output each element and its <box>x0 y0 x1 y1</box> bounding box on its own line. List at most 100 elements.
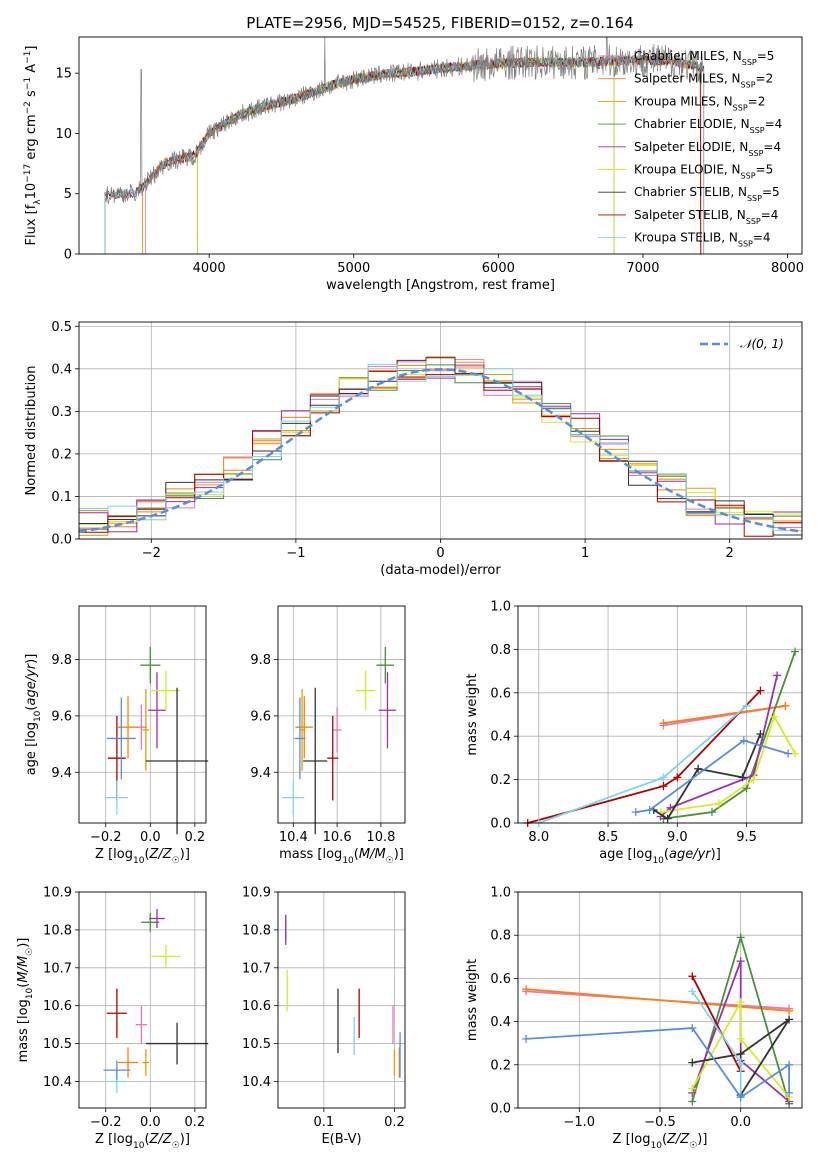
age_vs_Z-x-axis-label: Z [log10(Z/Z☉)] <box>95 847 190 866</box>
legend-label: Chabrier MILES, N <box>634 49 742 63</box>
residuals-y-axis-label: Normed distribution <box>24 366 39 496</box>
legend-label: Salpeter MILES, N <box>634 72 741 86</box>
mass-weight-marker <box>785 1015 794 1024</box>
label-part: 10 <box>133 856 145 866</box>
y-tick-label: 0.2 <box>490 773 511 788</box>
residuals-axes: −2 −1 0 1 2 0.0 0.1 0.2 0.3 0.4 0.5 <box>51 320 802 561</box>
x-tick-label: 0.1 <box>314 1115 335 1130</box>
y-tick-label: 1.0 <box>490 886 511 901</box>
label-part: 10 <box>652 856 664 866</box>
histogram-step <box>79 363 802 532</box>
mass-weight-marker <box>659 719 668 728</box>
age_vs_mass-errorbars <box>282 646 397 835</box>
label-part: −1 <box>23 51 33 64</box>
y-tick-label: 0.4 <box>490 730 511 745</box>
legend-sub: SSP <box>747 194 762 203</box>
mass-weight-marker <box>739 736 748 745</box>
y-tick-label: 0.8 <box>490 643 511 658</box>
label-part: Z [log <box>95 1132 133 1147</box>
label-part: mass weight <box>465 959 480 1041</box>
legend-entry: Chabrier STELIB, NSSP=5 <box>634 185 780 203</box>
y-tick-label: 9.6 <box>250 709 271 724</box>
residuals-x-axis-label: (data-model)/error <box>380 563 501 578</box>
legend-label: Chabrier ELODIE, N <box>634 117 750 131</box>
legend-sub: SSP <box>738 239 753 248</box>
mass-weight-marker <box>773 671 782 680</box>
age_vs_mass-axes: 10.4 10.6 10.8 9.4 9.6 9.8 <box>250 606 405 845</box>
legend-sub: SSP <box>741 171 756 180</box>
x-tick-label: 9.5 <box>736 830 757 845</box>
label-part: ☉ <box>172 856 180 866</box>
y-tick-label: 0.0 <box>51 533 72 548</box>
mass-weight-marker <box>791 749 800 758</box>
mass-weight-line <box>538 705 748 824</box>
mass-weight-marker <box>736 933 745 942</box>
label-part: )] <box>24 654 39 664</box>
y-tick-label: 9.4 <box>51 766 72 781</box>
mass-weight-line <box>663 704 786 725</box>
label-part: E(B-V) <box>321 1132 361 1147</box>
y-tick-label: 9.8 <box>250 653 271 668</box>
mass_weight_vs_age-y-axis-label: mass weight <box>465 673 480 755</box>
legend-n: =4 <box>763 140 781 154</box>
y-tick-label: 10.6 <box>242 999 271 1014</box>
label-part: A <box>24 64 39 77</box>
mass_vs_Z-errorbars <box>103 909 209 1093</box>
age_vs_Z-frame <box>78 605 207 824</box>
x-tick-label: 8.0 <box>528 830 549 845</box>
mass-weight-marker <box>659 782 668 791</box>
mass-weight-marker <box>784 749 793 758</box>
mass-weight-marker <box>736 957 745 966</box>
mass-weight-marker <box>688 972 697 981</box>
x-tick-label: 7000 <box>626 261 659 276</box>
x-tick-label: 8.5 <box>598 830 619 845</box>
mass-weight-marker <box>631 808 640 817</box>
mass-weight-marker <box>688 1058 697 1067</box>
y-tick-label: 0 <box>64 248 72 263</box>
x-tick-label: −2 <box>142 546 161 561</box>
legend-sub: SSP <box>746 216 761 225</box>
residuals-frame <box>78 321 803 540</box>
mass-weight-marker <box>791 647 800 656</box>
y-tick-label: 0.2 <box>490 1058 511 1073</box>
mass-weight-marker <box>707 808 716 817</box>
legend-sub: SSP <box>742 58 757 67</box>
y-tick-label: 9.4 <box>250 766 271 781</box>
x-tick-label: −0.2 <box>90 1115 122 1130</box>
x-tick-label: 10.4 <box>279 830 308 845</box>
mass_vs_Z-axes: −0.2 0.0 0.2 10.4 10.5 10.6 10.7 10.8 10.9 <box>43 886 206 1130</box>
label-part: ] <box>24 46 39 51</box>
mass-weight-marker <box>785 1006 794 1015</box>
label-part: )] <box>16 938 31 948</box>
legend-n: =5 <box>756 163 774 177</box>
label-part: Z [log <box>613 1132 651 1147</box>
label-part: 10 <box>342 856 354 866</box>
mass-weight-line <box>527 689 762 824</box>
mass-weight-marker <box>749 775 758 784</box>
y-tick-label: 9.8 <box>51 653 72 668</box>
mass-weight-marker <box>522 1034 531 1043</box>
x-tick-label: 0.2 <box>384 1115 405 1130</box>
legend-entry: Salpeter ELODIE, NSSP=4 <box>634 140 781 158</box>
y-tick-label: 10.9 <box>242 886 271 901</box>
mass-weight-marker <box>738 773 747 782</box>
model-line <box>142 54 702 254</box>
y-tick-label: 0.2 <box>51 447 72 462</box>
spectrum-x-axis-label: wavelength [Angstrom, rest frame] <box>326 278 555 293</box>
label-part: )] <box>394 847 404 862</box>
label-part: Normed distribution <box>24 366 39 496</box>
legend-sub: SSP <box>750 126 765 135</box>
gaussian-curve <box>78 368 803 533</box>
label-part: ☉ <box>172 1141 180 1151</box>
mass-weight-marker <box>781 701 790 710</box>
mass-weight-line <box>692 1018 790 1096</box>
model-line <box>145 54 702 254</box>
y-tick-label: 15 <box>55 67 72 82</box>
label-part: −2 <box>23 101 33 114</box>
y-tick-label: 10 <box>55 127 72 142</box>
x-tick-label: 0.0 <box>730 1115 751 1130</box>
y-tick-label: 10.9 <box>43 886 72 901</box>
mass-weight-marker <box>645 805 654 814</box>
label-part: 10 <box>650 1141 662 1151</box>
